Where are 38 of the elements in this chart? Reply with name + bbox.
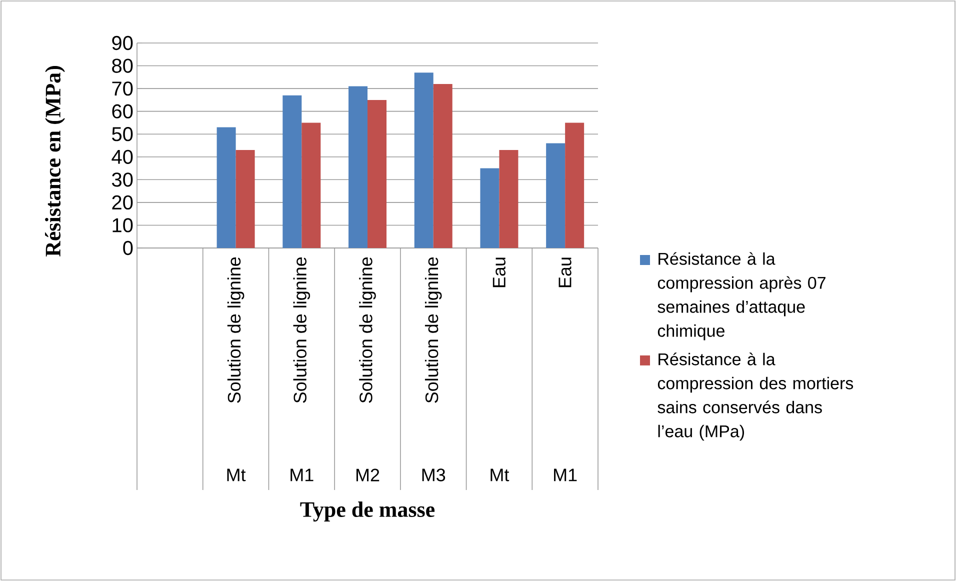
text: M3 bbox=[422, 468, 446, 482]
text: M1 bbox=[554, 468, 577, 482]
text: M2 bbox=[356, 468, 380, 482]
bar bbox=[433, 84, 452, 248]
bar bbox=[499, 150, 518, 248]
bar bbox=[480, 168, 500, 248]
bar bbox=[414, 72, 434, 248]
bar bbox=[565, 122, 584, 248]
y-tick-label: 10 bbox=[112, 218, 133, 232]
bar bbox=[546, 143, 566, 248]
y-tick-label: 20 bbox=[112, 195, 133, 210]
y-tick-label: 50 bbox=[112, 127, 133, 142]
x-tick-label: Eau bbox=[492, 258, 506, 288]
y-axis-title: Résistance en (MPa) bbox=[45, 66, 65, 257]
text: Mt bbox=[227, 468, 246, 482]
y-tick-label: 0 bbox=[123, 240, 133, 256]
legend-label: Résistance à la compression des mortiers sains conservés dans l’eau (MPa) bbox=[658, 352, 854, 441]
bar bbox=[282, 95, 302, 248]
y-tick-label: 70 bbox=[112, 81, 133, 96]
legend-label: Résistance à la compression après 07 semaines d’attaque chimique bbox=[658, 252, 826, 340]
x-tick-label: Solution de lignine bbox=[359, 257, 376, 403]
x-tick-label: Solution de lignine bbox=[293, 257, 310, 403]
x-tick-label: Solution de lignine bbox=[424, 257, 442, 403]
text: Mt bbox=[490, 468, 510, 482]
bar bbox=[348, 86, 368, 248]
y-tick-label: 90 bbox=[112, 36, 133, 50]
x-tick-label: Solution de lignine bbox=[227, 257, 244, 403]
bar bbox=[302, 122, 321, 248]
bar bbox=[236, 150, 255, 248]
text: M1 bbox=[290, 468, 314, 482]
y-tick-label: 80 bbox=[112, 58, 133, 73]
bar bbox=[216, 127, 236, 248]
y-tick-label: 40 bbox=[112, 150, 133, 164]
x-axis-title: Type de masse bbox=[300, 502, 435, 522]
bar bbox=[368, 100, 387, 248]
y-tick-label: 30 bbox=[112, 172, 133, 187]
y-tick-label: 60 bbox=[112, 104, 133, 118]
x-tick-label: Eau bbox=[558, 258, 572, 288]
